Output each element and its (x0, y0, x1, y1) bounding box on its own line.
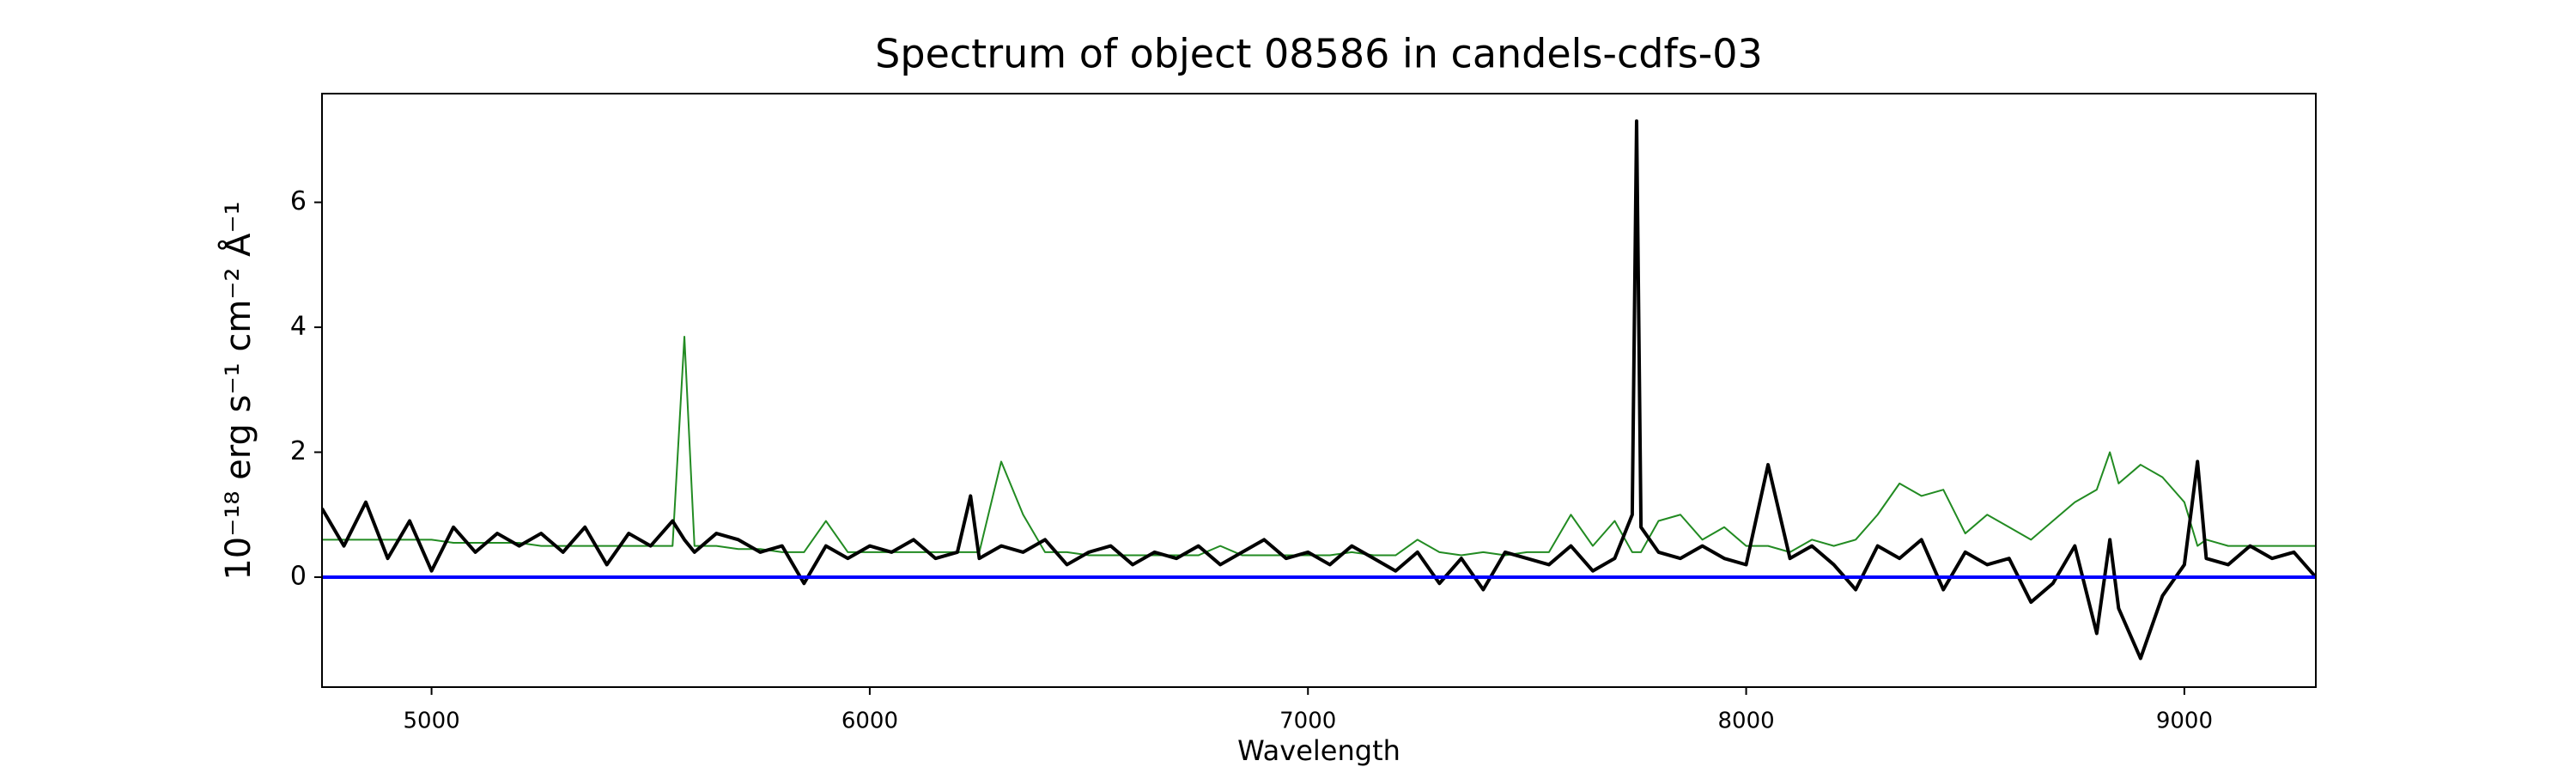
x-tick-label: 7000 (1279, 709, 1336, 734)
x-tick-label: 8000 (1717, 709, 1774, 734)
x-tick-label: 6000 (841, 709, 898, 734)
x-tick-label: 9000 (2156, 709, 2213, 734)
y-axis-label: 10⁻¹⁸ erg s⁻¹ cm⁻² Å⁻¹ (217, 201, 258, 580)
x-tick-label: 5000 (403, 709, 459, 734)
y-tick-label: 0 (290, 561, 307, 591)
y-tick-label: 4 (290, 312, 307, 342)
chart-title: Spectrum of object 08586 in candels-cdfs… (875, 31, 1763, 77)
spectrum-line (322, 335, 2316, 557)
y-tick-label: 2 (290, 436, 307, 466)
y-tick-label: 6 (290, 186, 307, 216)
plot-frame (321, 93, 2317, 688)
x-axis-label: Wavelength (1237, 734, 1400, 767)
spectrum-line (322, 119, 2316, 660)
